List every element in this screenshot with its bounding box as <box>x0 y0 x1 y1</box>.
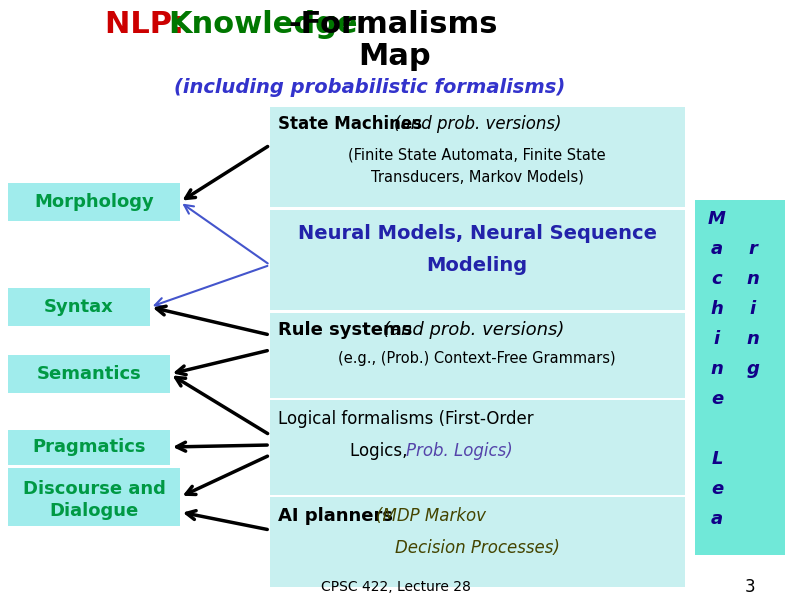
FancyBboxPatch shape <box>8 355 170 393</box>
Text: a: a <box>711 510 723 528</box>
Text: Logical formalisms (First-Order: Logical formalisms (First-Order <box>278 410 534 428</box>
FancyBboxPatch shape <box>270 107 685 207</box>
Text: Pragmatics: Pragmatics <box>32 438 146 456</box>
Text: n: n <box>747 270 760 288</box>
FancyBboxPatch shape <box>8 183 180 221</box>
Text: Semantics: Semantics <box>36 365 142 383</box>
Text: Morphology: Morphology <box>34 193 154 211</box>
Text: (e.g., (Prob.) Context-Free Grammars): (e.g., (Prob.) Context-Free Grammars) <box>338 351 616 366</box>
Text: (MDP Markov: (MDP Markov <box>376 507 486 525</box>
FancyBboxPatch shape <box>270 313 685 398</box>
Text: Discourse and: Discourse and <box>22 480 166 498</box>
Text: AI planners: AI planners <box>278 507 399 525</box>
Text: n: n <box>747 330 760 348</box>
Text: (and prob. versions): (and prob. versions) <box>383 321 565 339</box>
Text: Dialogue: Dialogue <box>49 502 139 520</box>
FancyBboxPatch shape <box>270 497 685 587</box>
FancyBboxPatch shape <box>8 430 170 465</box>
Text: h: h <box>710 300 723 318</box>
Text: (and prob. versions): (and prob. versions) <box>394 115 562 133</box>
Text: 3: 3 <box>744 578 756 596</box>
Text: Syntax: Syntax <box>44 298 114 316</box>
Text: NLP:: NLP: <box>105 10 195 39</box>
Text: Decision Processes): Decision Processes) <box>394 539 559 557</box>
Text: M: M <box>708 210 726 228</box>
Text: Knowledge: Knowledge <box>168 10 357 39</box>
Text: Modeling: Modeling <box>426 256 527 275</box>
Text: L: L <box>711 450 723 468</box>
FancyBboxPatch shape <box>695 200 785 555</box>
Text: Rule systems: Rule systems <box>278 321 419 339</box>
Text: e: e <box>711 480 723 498</box>
Text: Neural Models, Neural Sequence: Neural Models, Neural Sequence <box>298 224 657 243</box>
Text: n: n <box>710 360 723 378</box>
Text: Prob. Logics): Prob. Logics) <box>406 442 512 460</box>
Text: (Finite State Automata, Finite State: (Finite State Automata, Finite State <box>348 147 606 162</box>
Text: a: a <box>711 240 723 258</box>
Text: g: g <box>747 360 760 378</box>
Text: i: i <box>750 300 756 318</box>
Text: i: i <box>714 330 720 348</box>
Text: -Formalisms: -Formalisms <box>288 10 497 39</box>
Text: c: c <box>712 270 722 288</box>
Text: CPSC 422, Lecture 28: CPSC 422, Lecture 28 <box>321 580 471 594</box>
FancyBboxPatch shape <box>270 210 685 310</box>
FancyBboxPatch shape <box>8 468 180 526</box>
Text: Transducers, Markov Models): Transducers, Markov Models) <box>371 169 584 184</box>
Text: e: e <box>711 390 723 408</box>
FancyBboxPatch shape <box>270 400 685 495</box>
Text: Logics,: Logics, <box>350 442 413 460</box>
Text: Map: Map <box>359 42 432 71</box>
Text: State Machines: State Machines <box>278 115 428 133</box>
Text: (including probabilistic formalisms): (including probabilistic formalisms) <box>174 78 565 97</box>
Text: r: r <box>748 240 757 258</box>
FancyBboxPatch shape <box>8 288 150 326</box>
